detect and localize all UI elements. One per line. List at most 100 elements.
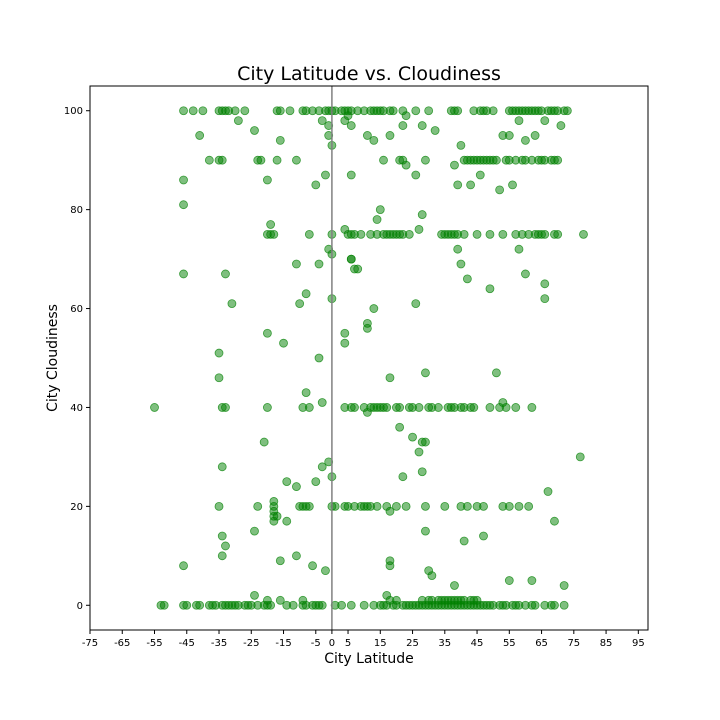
- data-point: [388, 106, 398, 116]
- data-point: [295, 299, 305, 309]
- x-axis-ticks: -75 -65 -55 -45 -35 -25 -15 -5 0 5 15 25 35 45 55 65 75 8…: [82, 630, 645, 649]
- data-point: [346, 170, 356, 180]
- data-point: [540, 229, 550, 239]
- x-tick-label: 25: [406, 638, 419, 649]
- y-axis-ticks: 0 20 40 60 80 100: [64, 106, 90, 612]
- data-point: [311, 477, 321, 487]
- data-point: [527, 576, 537, 585]
- x-tick-label: -75: [82, 638, 98, 649]
- data-point: [414, 403, 424, 412]
- data-point: [292, 155, 301, 165]
- data-point: [269, 229, 279, 239]
- data-point: [353, 264, 363, 274]
- data-point: [508, 180, 517, 190]
- data-point: [262, 403, 272, 412]
- data-point: [266, 220, 276, 229]
- data-point: [466, 180, 476, 190]
- data-point: [488, 106, 498, 116]
- data-point: [479, 531, 488, 541]
- data-point: [221, 403, 230, 412]
- data-point: [272, 155, 282, 165]
- y-tick-label: 60: [70, 304, 83, 315]
- data-point: [362, 323, 372, 333]
- data-point: [398, 472, 408, 482]
- x-tick-label: 95: [632, 638, 645, 649]
- data-point: [553, 155, 563, 165]
- data-point: [385, 373, 395, 383]
- data-point: [456, 259, 466, 269]
- data-point: [343, 111, 353, 121]
- data-point: [479, 501, 488, 511]
- data-point: [421, 155, 430, 165]
- data-point: [450, 160, 459, 170]
- data-point: [559, 600, 569, 610]
- data-point: [401, 111, 411, 121]
- data-point: [282, 477, 292, 487]
- x-tick-label: 65: [535, 638, 548, 649]
- data-point: [372, 215, 382, 224]
- data-point: [308, 561, 317, 571]
- data-point: [421, 368, 430, 378]
- data-point: [214, 501, 224, 511]
- data-point: [324, 457, 334, 467]
- data-point: [469, 403, 479, 412]
- data-point: [317, 600, 327, 610]
- data-point: [527, 403, 537, 412]
- data-point: [524, 501, 534, 511]
- data-point: [259, 437, 269, 447]
- data-point: [292, 259, 301, 269]
- data-point: [204, 155, 214, 165]
- data-point: [340, 338, 350, 348]
- data-point: [179, 106, 188, 116]
- data-point: [266, 600, 276, 610]
- data-point: [214, 373, 224, 383]
- data-point: [330, 501, 340, 511]
- data-point: [292, 482, 301, 491]
- data-point: [417, 210, 427, 219]
- y-axis-label: City Cloudiness: [45, 304, 61, 412]
- data-point: [421, 501, 430, 511]
- data-point: [301, 289, 311, 299]
- data-point: [462, 501, 472, 511]
- data-point: [282, 516, 292, 526]
- data-point: [221, 541, 230, 551]
- x-tick-label: 15: [374, 638, 387, 649]
- data-point: [514, 244, 524, 254]
- data-point: [459, 229, 469, 239]
- data-point: [188, 106, 198, 116]
- data-point: [472, 595, 482, 605]
- data-point: [540, 279, 550, 289]
- data-point: [462, 274, 472, 284]
- data-point: [530, 600, 540, 610]
- data-point: [385, 131, 395, 140]
- data-point: [356, 229, 366, 239]
- data-point: [475, 170, 485, 180]
- x-tick-label: -5: [311, 638, 321, 649]
- data-point: [262, 175, 272, 185]
- data-point: [346, 121, 356, 130]
- data-point: [317, 116, 327, 126]
- data-point: [179, 200, 188, 210]
- data-point: [301, 388, 311, 398]
- data-point: [272, 511, 282, 521]
- x-axis-label: City Latitude: [324, 651, 414, 667]
- data-point: [182, 600, 192, 610]
- data-point: [495, 185, 505, 195]
- data-point: [369, 135, 379, 145]
- data-point: [275, 595, 285, 605]
- data-point: [401, 501, 411, 511]
- data-point: [579, 229, 588, 239]
- data-point: [159, 600, 169, 610]
- data-point: [404, 229, 414, 239]
- data-point: [424, 106, 434, 116]
- data-point: [492, 155, 501, 165]
- x-tick-label: -45: [179, 638, 195, 649]
- data-point: [385, 561, 395, 571]
- x-tick-label: 85: [600, 638, 613, 649]
- data-point: [521, 269, 530, 279]
- data-point: [179, 175, 188, 185]
- data-point: [346, 254, 356, 264]
- data-point: [492, 368, 501, 378]
- data-point: [324, 121, 334, 130]
